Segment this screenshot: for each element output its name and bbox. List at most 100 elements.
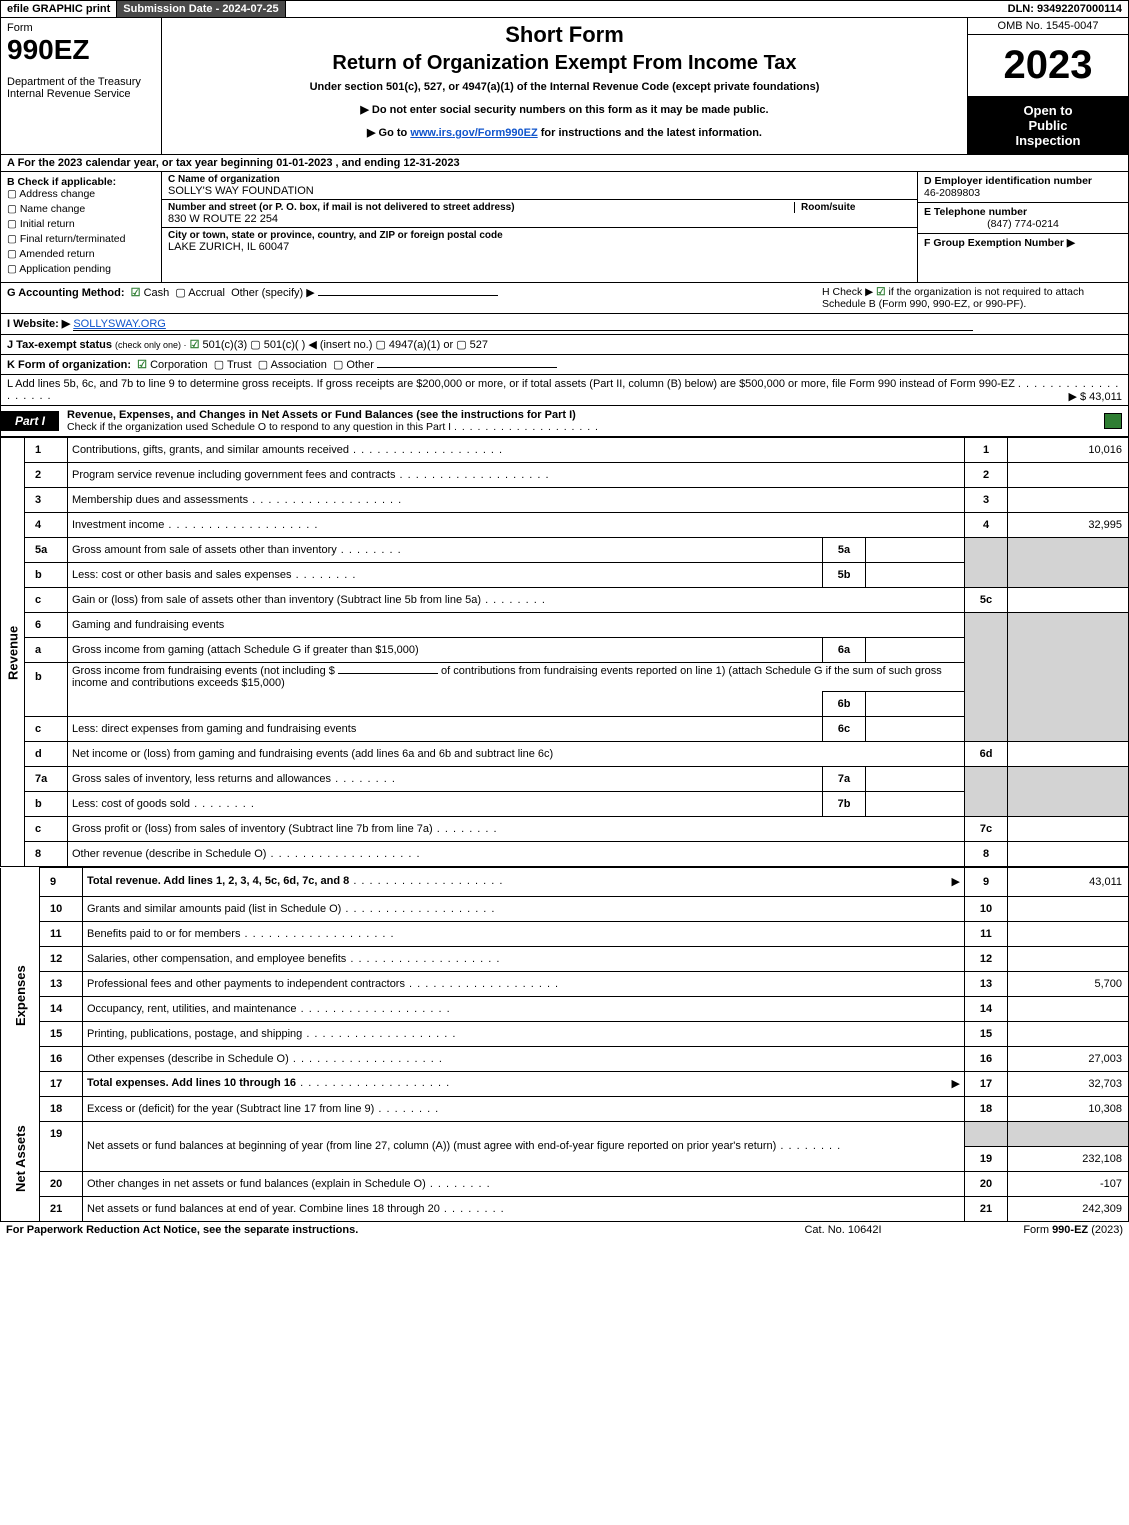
dln: DLN: 93492207000114 [1002,1,1128,17]
line-5c-amount [1008,588,1129,613]
section-j: J Tax-exempt status (check only one) · ☑… [0,335,1129,355]
section-h: H Check ▶ ☑ if the organization is not r… [822,286,1122,310]
part-1-title: Revenue, Expenses, and Changes in Net As… [67,409,1096,421]
part-1-header: Part I Revenue, Expenses, and Changes in… [0,406,1129,437]
line-9-amount: 43,011 [1008,868,1129,897]
city-label: City or town, state or province, country… [168,230,911,241]
chk-application-pending[interactable]: ▢ Application pending [7,263,155,275]
part-1-subtitle: Check if the organization used Schedule … [67,421,451,433]
catalog-number: Cat. No. 10642I [743,1224,943,1236]
line-3-amount [1008,488,1129,513]
line-6a-subval [866,638,965,663]
schedule-b-not-required-check-icon: ☑ [876,286,885,298]
chk-amended-return[interactable]: ▢ Amended return [7,248,155,260]
line-2-amount [1008,463,1129,488]
line-6d-amount [1008,742,1129,767]
city-value: LAKE ZURICH, IL 60047 [168,241,911,253]
cash-checkmark-icon: ☑ [131,287,141,299]
schedule-o-checkbox[interactable] [1104,413,1122,429]
form-footer: Form 990-EZ (2023) [943,1224,1123,1236]
line-16-amount: 27,003 [1008,1046,1129,1071]
chk-address-change[interactable]: ▢ Address change [7,188,155,200]
line-7b-subval [866,792,965,817]
line-5a-subval [866,538,965,563]
line-21-amount: 242,309 [1008,1196,1129,1221]
line-17-amount: 32,703 [1008,1071,1129,1096]
topbar: efile GRAPHIC print Submission Date - 20… [0,0,1129,18]
irs-label: Internal Revenue Service [7,88,155,100]
short-form-title: Short Form [168,22,961,48]
section-b: B Check if applicable: ▢ Address change … [1,172,162,282]
part-1-table-cont: . 9 Total revenue. Add lines 1, 2, 3, 4,… [0,867,1129,1222]
line-8-amount [1008,842,1129,867]
chk-initial-return[interactable]: ▢ Initial return [7,218,155,230]
org-name-label: C Name of organization [168,174,911,185]
group-exemption-label: F Group Exemption Number ▶ [924,237,1122,249]
part-1-table: Revenue 1 Contributions, gifts, grants, … [0,437,1129,867]
section-i: I Website: ▶ SOLLYSWAY.ORG [0,314,1129,335]
chk-final-return[interactable]: ▢ Final return/terminated [7,233,155,245]
header-left: Form 990EZ Department of the Treasury In… [1,18,162,154]
line-5b-subval [866,563,965,588]
form-header: Form 990EZ Department of the Treasury In… [0,18,1129,155]
section-def: D Employer identification number 46-2089… [918,172,1128,282]
line-4-amount: 32,995 [1008,513,1129,538]
page-footer: For Paperwork Reduction Act Notice, see … [0,1222,1129,1238]
submission-date: Submission Date - 2024-07-25 [117,1,285,17]
phone-label: E Telephone number [924,206,1122,218]
line-19-amount: 232,108 [1008,1146,1129,1171]
line-18-amount: 10,308 [1008,1096,1129,1121]
line-14-amount [1008,996,1129,1021]
net-assets-vlabel: Net Assets [1,1096,40,1221]
section-k: K Form of organization: ☑ Corporation ▢ … [0,355,1129,375]
header-center: Short Form Return of Organization Exempt… [162,18,967,154]
efile-print-label[interactable]: efile GRAPHIC print [1,1,117,17]
dept-treasury: Department of the Treasury [7,76,155,88]
revenue-vlabel: Revenue [1,438,25,867]
line-7c-amount [1008,817,1129,842]
section-g-h: G Accounting Method: ☑ Cash ▢ Accrual Ot… [0,283,1129,314]
line-12-amount [1008,946,1129,971]
part-1-tab: Part I [1,411,59,431]
line-13-amount: 5,700 [1008,971,1129,996]
org-name-value: SOLLY'S WAY FOUNDATION [168,185,911,197]
addr-value: 830 W ROUTE 22 254 [168,213,911,225]
form-word: Form [7,22,155,34]
open-to-public: Open to Public Inspection [968,97,1128,154]
other-specify-field[interactable] [318,295,498,296]
main-title: Return of Organization Exempt From Incom… [168,52,961,75]
room-suite-label: Room/suite [794,202,911,213]
line-15-amount [1008,1021,1129,1046]
website-link[interactable]: SOLLYSWAY.ORG [73,318,973,331]
line-1-amount: 10,016 [1008,438,1129,463]
line-7a-subval [866,767,965,792]
line-20-amount: -107 [1008,1171,1129,1196]
arrow-icon: ▶ [952,875,960,888]
line-6b-contrib-field[interactable] [338,673,438,674]
gross-receipts-amount: ▶ $ 43,011 [1068,390,1122,403]
header-right: OMB No. 1545-0047 2023 Open to Public In… [967,18,1128,154]
line-6c-subval [866,717,965,742]
phone-value: (847) 774-0214 [924,218,1122,230]
501c3-check-icon: ☑ [190,339,200,351]
accounting-method-label: G Accounting Method: [7,287,125,299]
paperwork-notice: For Paperwork Reduction Act Notice, see … [6,1224,743,1236]
subtitle: Under section 501(c), 527, or 4947(a)(1)… [168,81,961,93]
directive-1: ▶ Do not enter social security numbers o… [168,103,961,116]
ein-label: D Employer identification number [924,175,1122,187]
expenses-vlabel: Expenses [1,896,40,1096]
section-c: C Name of organization SOLLY'S WAY FOUND… [162,172,918,282]
line-6b-subval [866,692,965,717]
irs-link[interactable]: www.irs.gov/Form990EZ [410,127,537,139]
tax-year: 2023 [968,35,1128,97]
arrow-icon: ▶ [952,1077,960,1090]
ein-value: 46-2089803 [924,187,1122,199]
omb-number: OMB No. 1545-0047 [968,18,1128,35]
line-10-amount [1008,896,1129,921]
chk-name-change[interactable]: ▢ Name change [7,203,155,215]
line-11-amount [1008,921,1129,946]
corporation-check-icon: ☑ [137,359,147,371]
info-grid: B Check if applicable: ▢ Address change … [0,172,1129,283]
section-b-title: B Check if applicable: [7,176,155,188]
other-org-field[interactable] [377,367,557,368]
